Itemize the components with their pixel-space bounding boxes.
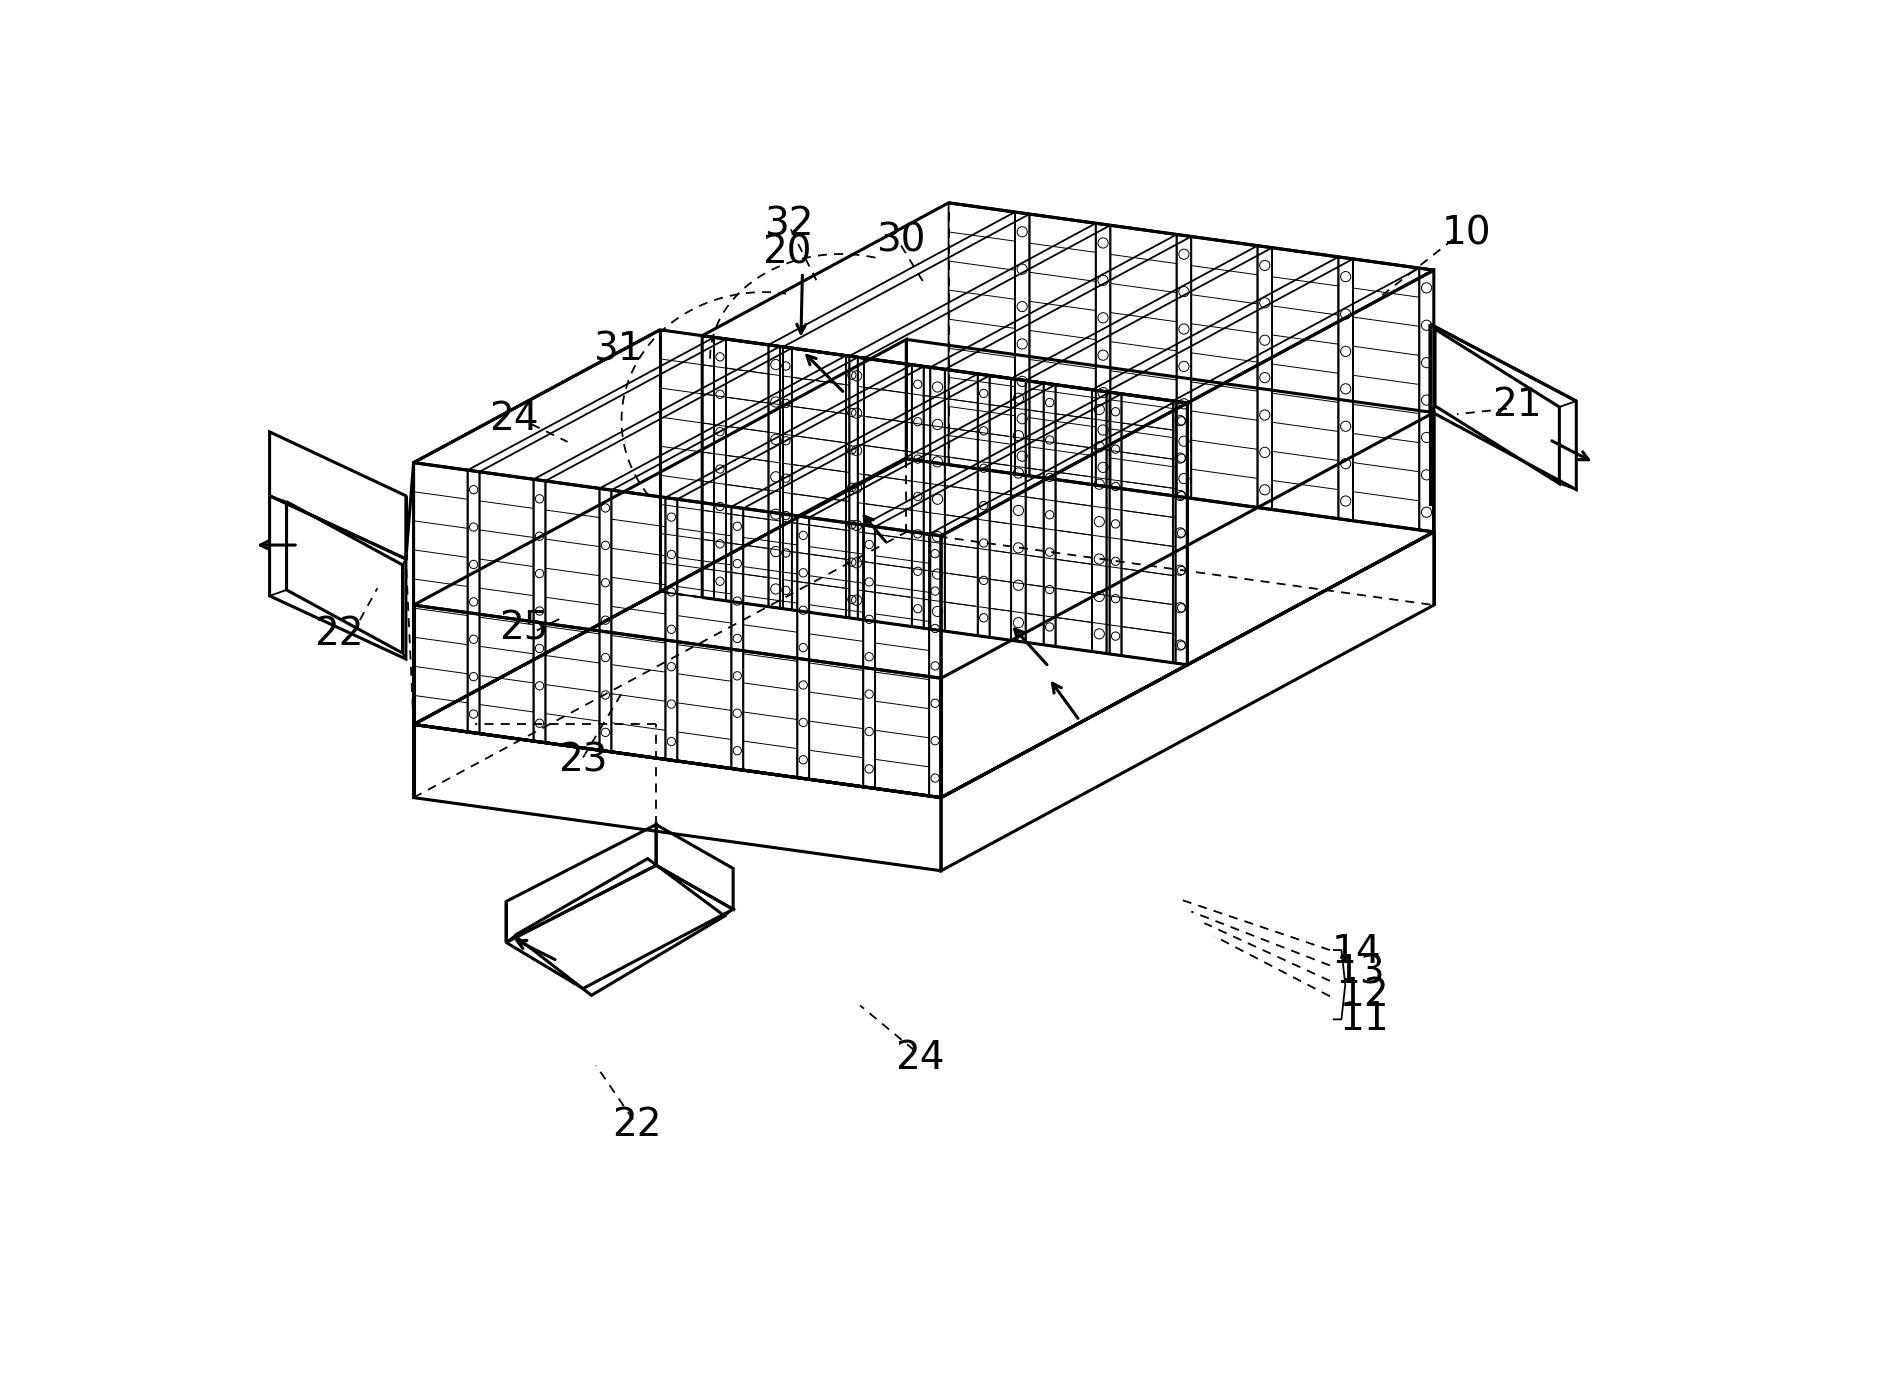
Text: 22: 22 xyxy=(613,1105,662,1144)
Text: 21: 21 xyxy=(1493,386,1542,424)
Text: 25: 25 xyxy=(500,609,549,647)
Text: 24: 24 xyxy=(895,1039,944,1078)
Text: 23: 23 xyxy=(558,741,607,780)
Text: 10: 10 xyxy=(1442,215,1491,253)
Text: 14: 14 xyxy=(1333,932,1382,971)
Text: 20: 20 xyxy=(762,234,812,271)
Text: 22: 22 xyxy=(315,615,364,654)
Text: 13: 13 xyxy=(1336,953,1385,992)
Text: 31: 31 xyxy=(592,331,643,368)
Text: 11: 11 xyxy=(1340,1000,1389,1039)
Text: 30: 30 xyxy=(877,222,926,259)
Text: 24: 24 xyxy=(488,400,539,438)
Text: 12: 12 xyxy=(1340,975,1389,1014)
Text: 32: 32 xyxy=(763,206,812,244)
